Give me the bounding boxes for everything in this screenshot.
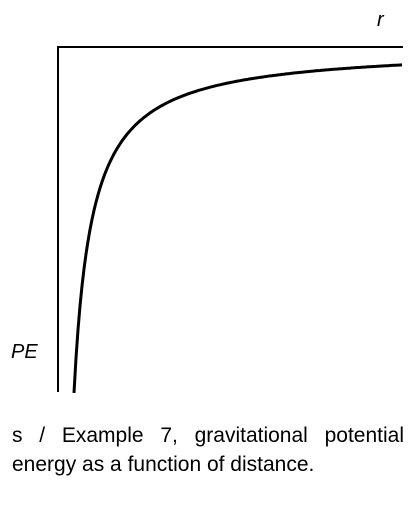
- caption: s / Example 7, gravitational potential e…: [12, 424, 404, 476]
- diagram: r PE: [11, 9, 403, 393]
- y-axis-label: PE: [11, 341, 38, 363]
- energy-curve: [72, 63, 403, 393]
- axes: [57, 46, 403, 392]
- x-axis-label: r: [377, 9, 385, 31]
